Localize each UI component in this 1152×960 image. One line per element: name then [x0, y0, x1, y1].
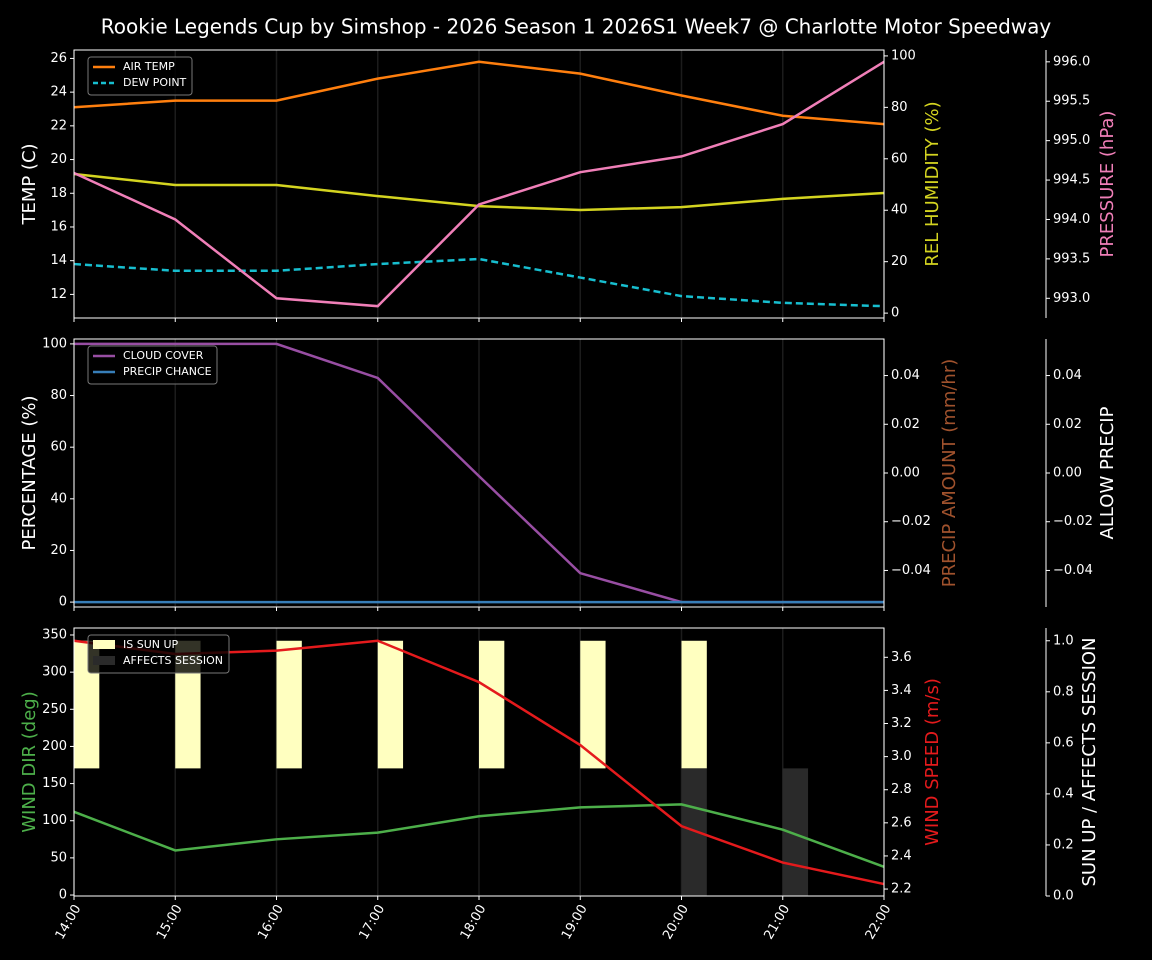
x-tick-label: 22:00 — [863, 902, 895, 942]
y2-tick-label: 40 — [891, 203, 908, 218]
y-tick-label: 26 — [50, 51, 67, 66]
y3-tick-label: 995.5 — [1053, 94, 1090, 109]
y-tick-label: 200 — [42, 739, 67, 754]
y-axis-label: TEMP (C) — [19, 143, 40, 225]
y2-tick-label: 3.4 — [891, 683, 912, 698]
y3-tick-label: 0.02 — [1053, 417, 1082, 432]
legend-swatch — [93, 640, 115, 649]
y-tick-label: 16 — [50, 219, 67, 234]
bar — [276, 640, 302, 769]
y-tick-label: 14 — [50, 253, 67, 268]
y-tick-label: 0 — [59, 595, 67, 610]
y-tick-label: 150 — [42, 776, 67, 791]
chart-title: Rookie Legends Cup by Simshop - 2026 Sea… — [101, 15, 1052, 39]
y-tick-label: 40 — [50, 491, 67, 506]
legend-swatch — [93, 656, 115, 665]
y-axis-label: PERCENTAGE (%) — [19, 395, 40, 550]
y3-tick-label: 994.0 — [1053, 212, 1090, 227]
y-tick-label: 60 — [50, 440, 67, 455]
line-series — [73, 60, 885, 308]
line-series — [73, 60, 885, 126]
y2-axis-label: PRECIP AMOUNT (mm/hr) — [939, 359, 960, 588]
y-tick-label: 100 — [42, 813, 67, 828]
y3-tick-label: 0.4 — [1053, 786, 1074, 801]
y-tick-label: 20 — [50, 543, 67, 558]
line-series — [73, 257, 885, 308]
y3-tick-label: 0.6 — [1053, 735, 1074, 750]
legend-label: AFFECTS SESSION — [123, 654, 223, 667]
y-tick-label: 12 — [50, 287, 67, 302]
y3-tick-label: 993.0 — [1053, 291, 1090, 306]
y2-axis-label: WIND SPEED (m/s) — [922, 678, 943, 846]
y-tick-label: 50 — [50, 850, 67, 865]
y3-axis-label: PRESSURE (hPa) — [1097, 111, 1118, 258]
y3-axis-label: SUN UP / AFFECTS SESSION — [1079, 637, 1100, 886]
legend-label: DEW POINT — [123, 76, 187, 89]
y2-tick-label: 3.6 — [891, 650, 912, 665]
legend-label: PRECIP CHANCE — [123, 365, 212, 378]
y3-tick-label: 0.04 — [1053, 368, 1082, 383]
y3-tick-label: 0.00 — [1053, 466, 1082, 481]
y2-tick-label: 2.4 — [891, 848, 912, 863]
y2-tick-label: 3.2 — [891, 716, 912, 731]
x-tick-label: 14:00 — [53, 902, 85, 942]
x-tick-label: 16:00 — [255, 902, 287, 942]
legend-label: AIR TEMP — [123, 60, 175, 73]
line-series — [73, 803, 885, 868]
y-tick-label: 250 — [42, 702, 67, 717]
legend-box — [87, 345, 218, 385]
y2-tick-label: 100 — [891, 48, 916, 63]
y2-tick-label: −0.02 — [891, 514, 931, 529]
bar — [681, 640, 707, 769]
y3-tick-label: 1.0 — [1053, 633, 1074, 648]
x-tick-label: 21:00 — [762, 902, 794, 942]
y-tick-label: 18 — [50, 186, 67, 201]
y3-tick-label: 0.0 — [1053, 889, 1074, 904]
y2-tick-label: 2.8 — [891, 782, 912, 797]
y2-tick-label: −0.04 — [891, 563, 931, 578]
bar — [681, 768, 707, 896]
y2-tick-label: 0.00 — [891, 466, 920, 481]
x-tick-label: 17:00 — [357, 902, 389, 942]
x-tick-label: 15:00 — [154, 902, 186, 942]
y2-tick-label: 20 — [891, 254, 908, 269]
x-tick-label: 20:00 — [660, 902, 692, 942]
legend-label: CLOUD COVER — [123, 349, 204, 362]
legend-box — [87, 634, 230, 674]
y2-tick-label: 3.0 — [891, 749, 912, 764]
y3-tick-label: −0.02 — [1053, 514, 1093, 529]
y-tick-label: 24 — [50, 85, 67, 100]
y2-tick-label: 2.6 — [891, 815, 912, 830]
y2-tick-label: 2.2 — [891, 882, 912, 897]
legend-label: IS SUN UP — [123, 638, 179, 651]
x-tick-label: 18:00 — [458, 902, 490, 942]
y-tick-label: 20 — [50, 152, 67, 167]
y2-axis-label: REL HUMIDITY (%) — [922, 101, 943, 266]
y2-tick-label: 0 — [891, 306, 899, 321]
y-tick-label: 80 — [50, 388, 67, 403]
y3-tick-label: 994.5 — [1053, 173, 1090, 188]
x-tick-label: 19:00 — [559, 902, 591, 942]
y3-tick-label: 993.5 — [1053, 251, 1090, 266]
y-tick-label: 350 — [42, 627, 67, 642]
y-tick-label: 300 — [42, 665, 67, 680]
y-tick-label: 22 — [50, 118, 67, 133]
y3-tick-label: 0.2 — [1053, 837, 1074, 852]
bar — [377, 640, 404, 769]
y3-axis-label: ALLOW PRECIP — [1097, 406, 1118, 539]
y3-tick-label: 0.8 — [1053, 684, 1074, 699]
y-tick-label: 0 — [59, 888, 67, 903]
y3-tick-label: 995.0 — [1053, 133, 1090, 148]
bar — [479, 640, 505, 769]
y2-tick-label: 0.02 — [891, 417, 920, 432]
y2-tick-label: 0.04 — [891, 368, 920, 383]
y2-tick-label: 80 — [891, 100, 908, 115]
y3-tick-label: −0.04 — [1053, 563, 1093, 578]
y2-tick-label: 60 — [891, 151, 908, 166]
y3-tick-label: 996.0 — [1053, 54, 1090, 69]
y-tick-label: 100 — [42, 336, 67, 351]
y-axis-label: WIND DIR (deg) — [19, 691, 40, 833]
